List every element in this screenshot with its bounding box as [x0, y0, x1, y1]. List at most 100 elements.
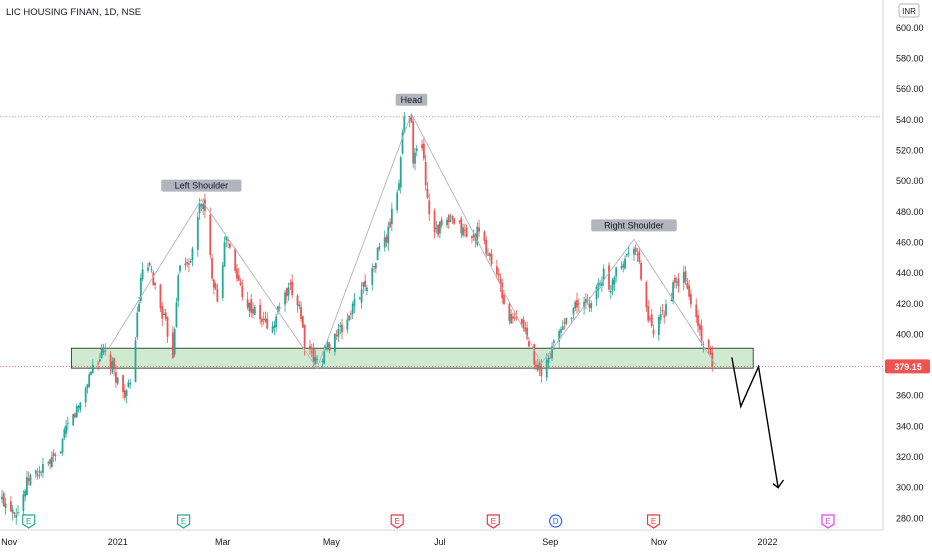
candle: [221, 261, 224, 301]
event-marker-letter: E: [491, 517, 496, 526]
candle: [615, 266, 618, 283]
candle: [364, 274, 367, 292]
candle-body: [677, 278, 680, 287]
candle: [625, 253, 628, 258]
candle-body: [638, 251, 641, 262]
event-marker-dividend[interactable]: D: [549, 514, 563, 528]
candle-body: [485, 240, 488, 254]
pattern-layer: [108, 112, 717, 370]
event-marker-earnings-reported[interactable]: E: [176, 514, 191, 529]
candle-body: [262, 319, 265, 321]
candle-body: [134, 340, 137, 382]
plot-area[interactable]: [0, 0, 883, 530]
candle-body: [353, 298, 356, 306]
candle: [682, 265, 685, 291]
candle-body: [588, 303, 591, 308]
y-tick-label: 460.00: [896, 237, 924, 247]
candle: [501, 278, 504, 304]
candle-body: [412, 121, 415, 164]
candle: [499, 273, 502, 292]
candle: [63, 426, 66, 441]
candle: [396, 189, 399, 214]
candle-body: [627, 252, 630, 254]
candle: [141, 262, 144, 281]
candle: [54, 452, 57, 462]
candle-body: [61, 438, 64, 453]
candle: [399, 155, 402, 194]
y-tick-label: 500.00: [896, 176, 924, 186]
candle: [59, 450, 62, 454]
candle: [216, 283, 219, 303]
candle: [277, 305, 279, 316]
candle: [620, 261, 623, 271]
last-price-label: 379.15: [894, 362, 922, 372]
candle-body: [189, 261, 192, 263]
candle-body: [115, 372, 117, 383]
event-marker-earnings-missed[interactable]: E: [390, 514, 404, 529]
candle-body: [36, 474, 39, 477]
candle-body: [640, 262, 642, 280]
pattern-label-bg: [161, 179, 242, 192]
candle-body: [601, 282, 603, 286]
candle-body: [90, 371, 92, 375]
candle: [104, 343, 107, 356]
candle-body: [49, 459, 51, 465]
candle: [177, 273, 180, 307]
event-marker-earnings-reported[interactable]: E: [22, 514, 36, 529]
event-marker-earnings-upcoming[interactable]: E: [821, 514, 835, 529]
candle-body: [497, 273, 500, 276]
currency-button-frame: [898, 3, 920, 18]
candle: [608, 262, 610, 292]
candle: [609, 284, 612, 299]
candle-body: [583, 301, 586, 308]
y-tick-label: 440.00: [896, 268, 924, 278]
candle: [602, 264, 605, 287]
candle: [460, 216, 463, 239]
candle-body: [533, 344, 536, 365]
candle: [360, 282, 363, 309]
dividend-icon: [549, 514, 563, 528]
candle: [348, 314, 351, 322]
pattern-line: [108, 112, 717, 370]
candle: [371, 263, 374, 291]
event-marker-earnings-missed[interactable]: E: [486, 514, 500, 529]
support-zone[interactable]: [70, 347, 754, 369]
candle: [161, 301, 164, 327]
candle-body: [296, 295, 299, 306]
candle-body: [17, 512, 19, 514]
candle: [316, 355, 318, 365]
candle: [490, 248, 493, 267]
last-price-tag-bg: [885, 359, 930, 374]
candle: [287, 282, 290, 301]
currency-button[interactable]: INR: [898, 3, 920, 18]
candle-body: [488, 253, 491, 256]
candle-body: [707, 339, 710, 347]
y-tick-label: 480.00: [896, 207, 924, 217]
candle-body: [196, 217, 199, 250]
pattern-label-bg: [591, 219, 677, 232]
y-tick-label: 520.00: [896, 146, 924, 156]
candle-body: [171, 332, 174, 358]
candle-body: [547, 357, 550, 363]
candle: [314, 349, 317, 365]
candle: [328, 341, 331, 354]
candle: [291, 274, 294, 298]
candle-body: [422, 143, 425, 159]
candle-body: [150, 269, 153, 271]
candle: [558, 328, 561, 349]
candle-body: [453, 218, 456, 224]
candle: [148, 261, 151, 268]
candle: [50, 451, 53, 468]
candle: [29, 473, 32, 486]
candle-body: [410, 114, 413, 123]
candle: [483, 230, 486, 245]
candle-body: [38, 470, 41, 473]
candle-body: [565, 317, 568, 324]
candle-body: [141, 269, 144, 280]
support-zone-layer: [70, 347, 754, 369]
candle: [4, 497, 7, 515]
event-marker-earnings-missed[interactable]: E: [646, 514, 661, 529]
candle-body: [211, 258, 213, 279]
candle-body: [316, 358, 318, 360]
